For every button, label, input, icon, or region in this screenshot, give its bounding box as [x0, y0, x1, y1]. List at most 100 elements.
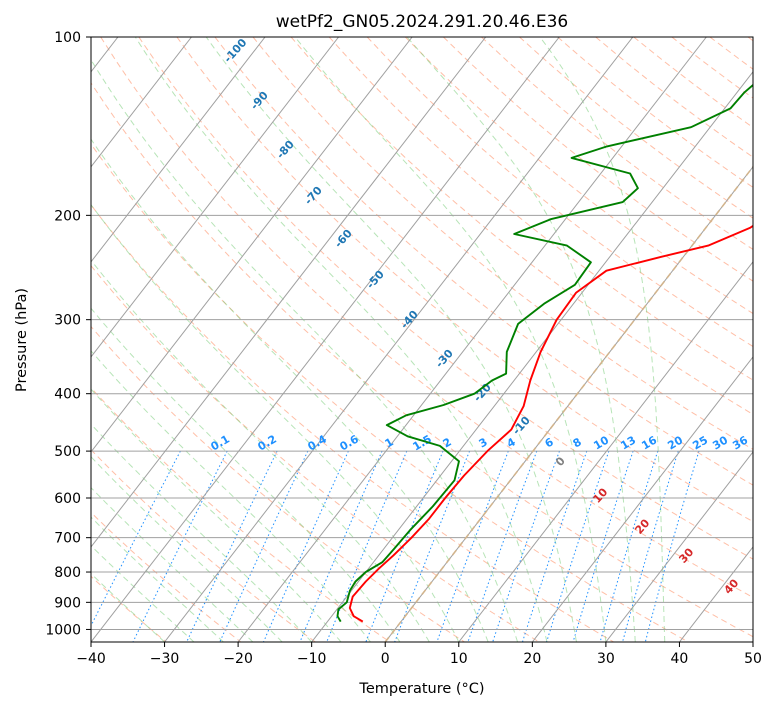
- isotherm-label: -100: [221, 36, 249, 65]
- dry-adiabat-line: [366, 37, 753, 348]
- plot-area: -100-90-80-70-60-50-40-30-20-10010203040…: [91, 36, 753, 642]
- mixing-ratio-label: 20: [665, 433, 685, 452]
- mixing-ratio-line: [365, 450, 444, 642]
- mixing-ratio-line: [599, 450, 659, 642]
- y-tick-label: 900: [54, 595, 81, 611]
- x-tick-label: 50: [744, 651, 762, 667]
- moist-adiabat-line: [91, 516, 224, 642]
- x-axis-label: Temperature (°C): [358, 681, 484, 697]
- dry-adiabat-line: [91, 264, 541, 642]
- moist-adiabat-line: [205, 37, 577, 642]
- moist-adiabat-line: [91, 486, 254, 642]
- mixing-ratio-label: 8: [571, 435, 584, 450]
- moist-adiabat-line: [91, 544, 195, 642]
- x-axis-ticks: −40 −30 −20 −10 0 10 20 30 40 50: [76, 642, 762, 667]
- isotherm-label: 20: [632, 516, 652, 536]
- isotherm-label: -60: [332, 227, 355, 251]
- moist-adiabat-line: [91, 138, 489, 642]
- isotherm-label: 0: [553, 454, 568, 469]
- mixing-ratio-line: [132, 450, 228, 642]
- dry-adiabat-line: [290, 37, 753, 415]
- isotherm-line: [91, 37, 560, 642]
- x-tick-label: −30: [150, 651, 180, 667]
- x-tick-label: 30: [597, 651, 615, 667]
- temperature-line: [348, 224, 753, 623]
- mixing-ratio-line: [546, 450, 610, 642]
- isotherm-line: [164, 37, 634, 642]
- y-tick-label: 100: [54, 30, 81, 46]
- dry-adiabat-line: [91, 387, 391, 642]
- profile-series: [336, 83, 753, 623]
- isotherm-line: [237, 37, 707, 642]
- y-tick-label: 300: [54, 313, 81, 329]
- mixing-ratio-line: [492, 450, 560, 642]
- isotherm-label: -30: [433, 347, 456, 371]
- mixing-ratio-label: 0.6: [338, 432, 362, 453]
- dry-adiabat-line: [328, 37, 753, 381]
- mixing-ratio-label: 16: [639, 433, 659, 452]
- y-tick-label: 500: [54, 444, 81, 460]
- dry-adiabat-line: [633, 37, 753, 129]
- isotherm-line: [458, 261, 753, 642]
- dry-adiabat-line: [91, 204, 615, 642]
- isotherm-line: [91, 37, 487, 548]
- mixing-ratio-line: [644, 450, 700, 642]
- isotherm-label: 10: [590, 485, 610, 505]
- moist-adiabat-line: [91, 259, 430, 642]
- moist-adiabat-line: [91, 350, 371, 642]
- y-axis-label: Pressure (hPa): [14, 288, 30, 392]
- dewpoint-line: [336, 83, 753, 623]
- mixing-ratio-line: [219, 450, 309, 642]
- y-tick-label: 800: [54, 565, 81, 581]
- chart-title: wetPf2_GN05.2024.291.20.46.E36: [276, 12, 568, 32]
- mixing-ratio-line: [521, 450, 588, 642]
- mixing-ratio-label: 36: [730, 433, 750, 452]
- moist-adiabat-line: [406, 37, 636, 642]
- mixing-ratio-line: [326, 450, 408, 642]
- dry-adiabat-line: [100, 37, 753, 599]
- moist-adiabat-line: [91, 203, 460, 642]
- isotherm-label: -80: [274, 138, 297, 162]
- plot-frame: [90, 36, 754, 643]
- isotherm-label: 40: [721, 576, 741, 596]
- mixing-ratio-label: 10: [591, 433, 611, 452]
- isotherm-line: [605, 451, 753, 642]
- dry-adiabat-line: [176, 37, 753, 523]
- x-tick-label: 0: [381, 651, 390, 667]
- y-tick-label: 400: [54, 387, 81, 403]
- dry-adiabat-line: [747, 37, 753, 42]
- mixing-ratio-line: [91, 450, 181, 627]
- moist-adiabat-line: [91, 456, 283, 642]
- dry-adiabat-line: [443, 37, 753, 282]
- dry-adiabats: [91, 37, 753, 642]
- mixing-ratio-line: [622, 450, 679, 642]
- mixing-ratio-label: 30: [710, 433, 730, 452]
- mixing-ratio-lines: [91, 450, 700, 642]
- moist-adiabat-line: [91, 307, 401, 642]
- isotherm-label: -70: [302, 184, 325, 208]
- isotherm-label: 30: [676, 545, 696, 565]
- mixing-ratio-line: [467, 450, 538, 642]
- isotherm-label: -40: [398, 308, 421, 332]
- zero-isotherm-line: [384, 165, 753, 642]
- dry-adiabat-line: [404, 37, 753, 315]
- y-axis-ticks: 100 200 300 400 500 600 700 800 900 1000: [45, 30, 91, 638]
- y-tick-label: 600: [54, 491, 81, 507]
- x-tick-label: −10: [297, 651, 327, 667]
- dry-adiabat-line: [214, 37, 753, 486]
- moist-adiabat-line: [91, 572, 165, 642]
- x-tick-label: −40: [76, 651, 106, 667]
- x-tick-label: 10: [450, 651, 468, 667]
- moist-adiabat-line: [91, 58, 519, 642]
- y-tick-label: 1000: [45, 622, 81, 638]
- isotherm-line: [91, 37, 266, 263]
- mixing-ratio-label: 13: [618, 434, 638, 453]
- x-tick-label: 20: [523, 651, 541, 667]
- mixing-ratio-line: [299, 450, 383, 642]
- isotherm-label: -50: [364, 268, 387, 292]
- mixing-ratio-line: [436, 450, 509, 642]
- dry-adiabat-line: [252, 37, 753, 450]
- isotherm-label: -90: [248, 89, 271, 113]
- y-tick-label: 700: [54, 531, 81, 547]
